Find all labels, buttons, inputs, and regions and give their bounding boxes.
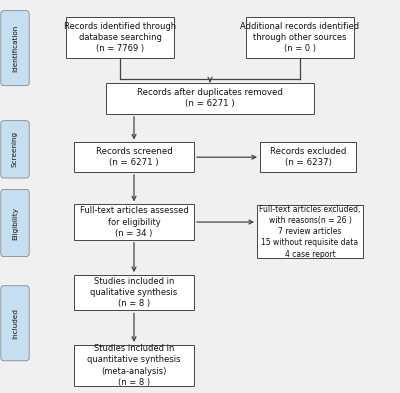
FancyBboxPatch shape — [1, 11, 29, 86]
Text: Included: Included — [12, 308, 18, 339]
Text: Screening: Screening — [12, 131, 18, 167]
Text: Eligibility: Eligibility — [12, 207, 18, 239]
Text: Additional records identified
through other sources
(n = 0 ): Additional records identified through ot… — [240, 22, 360, 53]
FancyBboxPatch shape — [74, 275, 194, 310]
FancyBboxPatch shape — [74, 142, 194, 172]
Text: Records identified through
database searching
(n = 7769 ): Records identified through database sear… — [64, 22, 176, 53]
Text: Records after duplicates removed
(n = 6271 ): Records after duplicates removed (n = 62… — [137, 88, 283, 108]
Text: Identification: Identification — [12, 24, 18, 72]
FancyBboxPatch shape — [257, 205, 363, 259]
FancyBboxPatch shape — [1, 121, 29, 178]
FancyBboxPatch shape — [246, 17, 354, 58]
Text: Full-text articles assessed
for eligibility
(n = 34 ): Full-text articles assessed for eligibil… — [80, 206, 188, 238]
Text: Records excluded
(n = 6237): Records excluded (n = 6237) — [270, 147, 346, 167]
FancyBboxPatch shape — [74, 345, 194, 386]
FancyBboxPatch shape — [260, 142, 356, 172]
FancyBboxPatch shape — [1, 286, 29, 361]
FancyBboxPatch shape — [106, 83, 314, 114]
Text: Studies included in
quantitative synthesis
(meta-analysis)
(n = 8 ): Studies included in quantitative synthes… — [87, 344, 181, 387]
Text: Full-text articles excluded,
with reasons(n = 26 )
7 review articles
15 without : Full-text articles excluded, with reason… — [259, 205, 361, 259]
FancyBboxPatch shape — [74, 204, 194, 240]
Text: Studies included in
qualitative synthesis
(n = 8 ): Studies included in qualitative synthesi… — [90, 277, 178, 309]
Text: Records screened
(n = 6271 ): Records screened (n = 6271 ) — [96, 147, 172, 167]
FancyBboxPatch shape — [1, 189, 29, 257]
FancyBboxPatch shape — [66, 17, 174, 58]
